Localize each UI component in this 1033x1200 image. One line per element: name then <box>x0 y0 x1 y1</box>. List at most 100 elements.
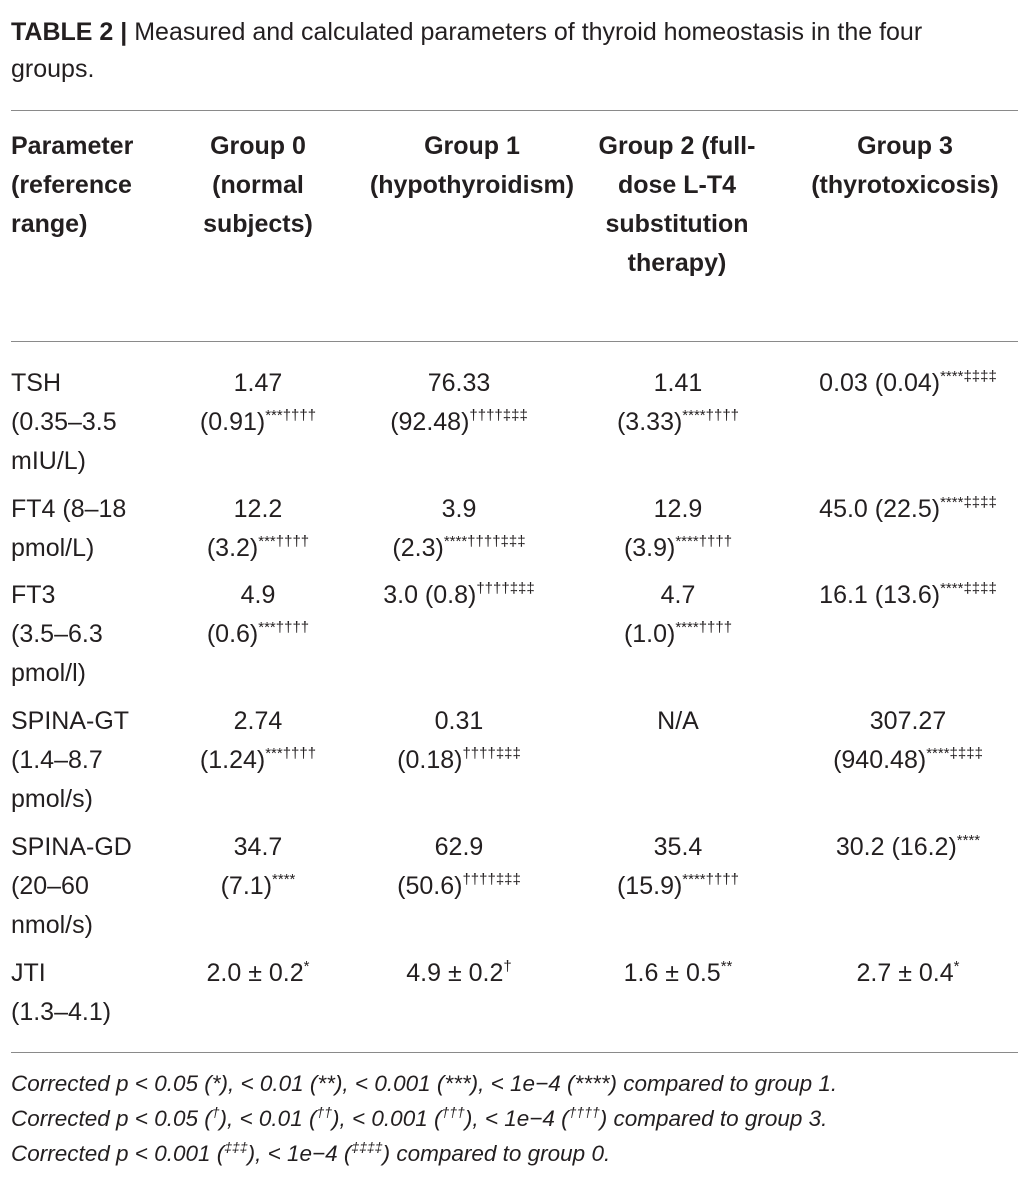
cell-line: FT3 <box>11 576 186 615</box>
cell-text: nmol/s) <box>11 911 93 939</box>
cell-text: 45.0 (22.5) <box>819 495 941 523</box>
cell-line: 307.27 <box>790 702 1026 741</box>
value-cell-group-2: 12.9 (3.9)****†††† <box>578 490 778 568</box>
header-parameter-text: Parameter (reference range) <box>11 132 134 238</box>
value-cell-group-3: 30.2 (16.2)**** <box>790 828 1026 867</box>
value-cell-group-0: 2.0 ± 0.2* <box>166 954 350 993</box>
header-group-3-text: Group 3 (thyrotoxicosis) <box>811 132 999 199</box>
significance-marker: * <box>303 958 310 975</box>
cell-line: (15.9)****†††† <box>578 867 778 906</box>
cell-line: SPINA-GD <box>11 828 186 867</box>
cell-line: (1.24)***†††† <box>166 741 350 780</box>
cell-line: (3.2)***†††† <box>166 529 350 568</box>
value-cell-group-3: 307.27 (940.48)****‡‡‡‡ <box>790 702 1026 780</box>
value-cell-group-3: 16.1 (13.6)****‡‡‡‡ <box>790 576 1026 615</box>
value-cell-group-1: 76.33 (92.48)††††‡‡‡ <box>346 364 572 442</box>
footnote-symbol: † <box>211 1104 220 1120</box>
header-parameter: Parameter (reference range) <box>11 127 186 244</box>
cell-text: 34.7 <box>233 833 283 861</box>
footnote-text: Corrected p < 0.001 ( <box>11 1141 225 1166</box>
cell-line: 1.47 <box>166 364 350 403</box>
value-cell-group-1: 0.31 (0.18)††††‡‡‡ <box>346 702 572 780</box>
cell-line: (1.0)****†††† <box>578 615 778 654</box>
footnote-text: ), < 0.001 ( <box>334 1071 445 1096</box>
cell-text: 30.2 (16.2) <box>835 833 957 861</box>
cell-line: (0.91)***†††† <box>166 403 350 442</box>
significance-marker: ****†††† <box>675 619 733 636</box>
cell-text: 2.0 ± 0.2 <box>206 959 304 987</box>
cell-line: 2.7 ± 0.4* <box>790 954 1026 993</box>
footnote-line: Corrected p < 0.05 (†), < 0.01 (††), < 0… <box>11 1101 1026 1136</box>
cell-text: 1.47 <box>233 369 283 397</box>
significance-marker: † <box>503 958 512 975</box>
value-cell-group-0: 2.74 (1.24)***†††† <box>166 702 350 780</box>
value-cell-group-1: 4.9 ± 0.2† <box>346 954 572 993</box>
cell-line: 12.2 <box>166 490 350 529</box>
cell-text: (0.35–3.5 <box>11 408 117 436</box>
cell-text: 4.9 <box>240 581 276 609</box>
value-cell-group-1: 3.0 (0.8)††††‡‡‡ <box>346 576 572 615</box>
cell-text: (0.18) <box>397 746 463 774</box>
significance-marker: ****†††† <box>682 871 740 888</box>
parameter-cell: FT4 (8–18 pmol/L) <box>11 490 186 568</box>
footnote-text: ) compared to group 1. <box>609 1071 838 1096</box>
value-cell-group-1: 3.9 (2.3)****††††‡‡‡ <box>346 490 572 568</box>
cell-text: 1.6 ± 0.5 <box>623 959 721 987</box>
significance-marker: **** <box>956 832 981 849</box>
significance-marker: ***†††† <box>265 407 317 424</box>
cell-text: (1.24) <box>199 746 266 774</box>
cell-line: (3.5–6.3 <box>11 615 186 654</box>
significance-marker: ***†††† <box>258 533 310 550</box>
cell-line: nmol/s) <box>11 906 186 945</box>
significance-marker: ****‡‡‡‡ <box>940 580 997 597</box>
cell-text: (3.5–6.3 <box>11 620 103 648</box>
cell-line: 35.4 <box>578 828 778 867</box>
cell-text: 62.9 <box>434 833 484 861</box>
value-cell-group-2: 35.4 (15.9)****†††† <box>578 828 778 906</box>
parameter-cell: JTI (1.3–4.1) <box>11 954 186 1032</box>
footnote-symbol: ‡‡‡‡ <box>351 1139 383 1155</box>
cell-line: 34.7 <box>166 828 350 867</box>
cell-text: 0.03 (0.04) <box>819 369 941 397</box>
cell-text: (1.4–8.7 <box>11 746 103 774</box>
cell-text: (3.9) <box>623 534 676 562</box>
bottom-rule <box>11 1052 1018 1053</box>
caption-text: Measured and calculated parameters of th… <box>11 18 923 83</box>
cell-text: SPINA-GT <box>11 707 130 735</box>
cell-text: (7.1) <box>220 872 273 900</box>
cell-text: mIU/L) <box>11 447 86 475</box>
value-cell-group-3: 0.03 (0.04)****‡‡‡‡ <box>790 364 1026 403</box>
cell-line: 0.31 <box>346 702 572 741</box>
cell-text: FT3 <box>11 581 56 609</box>
cell-line: (3.9)****†††† <box>578 529 778 568</box>
cell-line: (50.6)††††‡‡‡ <box>346 867 572 906</box>
significance-marker: ††††‡‡‡ <box>462 871 521 888</box>
value-cell-group-0: 34.7 (7.1)**** <box>166 828 350 906</box>
value-cell-group-1: 62.9 (50.6)††††‡‡‡ <box>346 828 572 906</box>
parameter-cell: SPINA-GT (1.4–8.7 pmol/s) <box>11 702 186 819</box>
header-group-2-text: Group 2 (full-dose L-T4 substitution the… <box>598 132 756 277</box>
footnote-text: ), < 1e−4 ( <box>464 1106 569 1131</box>
cell-line: (2.3)****††††‡‡‡ <box>346 529 572 568</box>
value-cell-group-0: 4.9 (0.6)***†††† <box>166 576 350 654</box>
cell-text: (3.2) <box>206 534 259 562</box>
cell-line: (0.6)***†††† <box>166 615 350 654</box>
footnote-text: ), < 1e−4 ( <box>247 1141 352 1166</box>
footnote-text: *** <box>444 1071 471 1096</box>
value-cell-group-0: 12.2 (3.2)***†††† <box>166 490 350 568</box>
cell-line: pmol/s) <box>11 780 186 819</box>
cell-line: (940.48)****‡‡‡‡ <box>790 741 1026 780</box>
parameter-cell: TSH (0.35–3.5 mIU/L) <box>11 364 186 481</box>
footnote-text: ) compared to group 3. <box>599 1106 828 1131</box>
header-group-3: Group 3 (thyrotoxicosis) <box>795 127 1015 205</box>
significance-marker: ****‡‡‡‡ <box>926 745 983 762</box>
cell-text: SPINA-GD <box>11 833 132 861</box>
footnote-text: ), < 0.01 ( <box>219 1106 317 1131</box>
cell-line: 0.03 (0.04)****‡‡‡‡ <box>790 364 1026 403</box>
cell-text: pmol/s) <box>11 785 93 813</box>
cell-line: SPINA-GT <box>11 702 186 741</box>
cell-text: (3.33) <box>616 408 683 436</box>
parameter-cell: SPINA-GD (20–60 nmol/s) <box>11 828 186 945</box>
header-group-0-text: Group 0 (normal subjects) <box>203 132 313 238</box>
